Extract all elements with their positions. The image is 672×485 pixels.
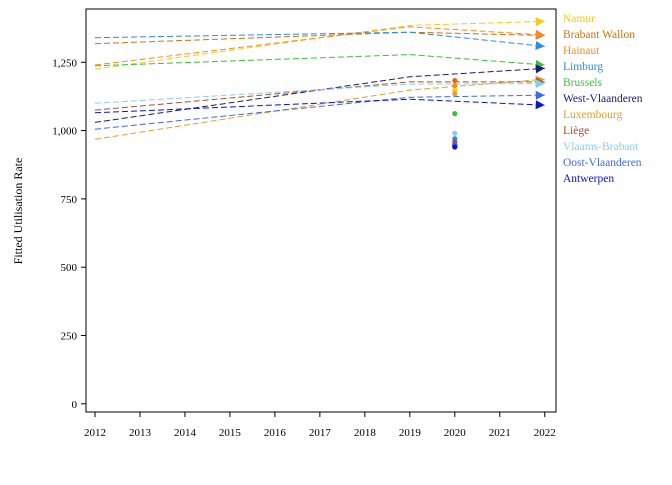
- y-axis: 0 250 500 750 1,000 1,250: [52, 57, 86, 411]
- x-tick-label-2019: 2019: [399, 427, 422, 439]
- y-axis-title: Fitted Utilisation Rate: [11, 158, 25, 265]
- point-2020-antwerpen: [452, 144, 458, 150]
- point-2020-vlaams-brabant: [452, 130, 458, 136]
- series-arrow-west-vlaanderen: [535, 64, 545, 74]
- x-tick-label-2022: 2022: [534, 427, 556, 439]
- y-tick-label-1000: 1,000: [52, 126, 77, 138]
- legend: Namur Brabant Wallon Hainaut Limburg Brussel…: [563, 13, 643, 185]
- point-2020-brussels: [452, 111, 458, 117]
- series-points-2020: [452, 77, 458, 150]
- series-arrow-limburg: [535, 41, 545, 50]
- x-tick-label-2020: 2020: [444, 427, 467, 439]
- point-2020-hainaut: [452, 82, 458, 89]
- series-arrow-oost-vlaanderen: [535, 90, 545, 100]
- legend-entry-vlaams-brabant: Vlaams-Brabant: [563, 141, 639, 153]
- series-line-limburg: [94, 31, 545, 47]
- series-lines: [94, 17, 545, 140]
- legend-entry-antwerpen: Antwerpen: [563, 173, 614, 185]
- point-2020-namur: [452, 87, 458, 93]
- legend-entry-brussels: Brussels: [563, 77, 603, 89]
- y-tick-label-1250: 1,250: [52, 57, 77, 69]
- series-line-west-vlaanderen: [94, 67, 545, 123]
- legend-entry-luxembourg: Luxembourg: [563, 109, 622, 121]
- plot-frame: [85, 8, 557, 413]
- x-tick-label-2013: 2013: [129, 427, 152, 439]
- x-tick-label-2012: 2012: [84, 427, 106, 439]
- series-line-brussels: [94, 54, 545, 67]
- x-tick-label-2021: 2021: [489, 427, 511, 439]
- x-tick-label-2017: 2017: [309, 427, 332, 439]
- series-line-brabant-wallon: [94, 31, 545, 45]
- legend-entry-hainaut: Hainaut: [563, 45, 600, 57]
- point-2020-luxembourg: [452, 91, 458, 97]
- legend-entry-li-ge: Liège: [563, 125, 589, 137]
- series-line-namur: [94, 20, 545, 70]
- y-tick-label-750: 750: [61, 194, 78, 206]
- legend-entry-west-vlaanderen: West-Vlaanderen: [563, 93, 643, 105]
- y-tick-label-250: 250: [61, 330, 78, 342]
- legend-entry-limburg: Limburg: [563, 61, 603, 73]
- y-tick-label-500: 500: [61, 262, 78, 274]
- series-arrow-namur: [535, 17, 545, 27]
- x-axis: 2012 2013 2014 2015 2016 2017 2018 2019 2020 2021…: [84, 412, 556, 439]
- x-tick-label-2015: 2015: [219, 427, 242, 439]
- series-line-antwerpen: [94, 98, 545, 114]
- series-line-li-ge: [94, 81, 545, 111]
- series-line-hainaut: [94, 26, 545, 66]
- y-tick-label-0: 0: [72, 399, 78, 411]
- point-2020-brabant-wallon: [452, 77, 458, 84]
- legend-entry-namur: Namur: [563, 13, 595, 25]
- x-tick-label-2018: 2018: [354, 427, 377, 439]
- series-arrow-vlaams-brabant: [535, 79, 545, 89]
- x-tick-label-2014: 2014: [174, 427, 197, 439]
- series-arrow-hainaut: [535, 29, 545, 39]
- series-line-oost-vlaanderen: [94, 94, 545, 130]
- series-line-luxembourg: [94, 78, 545, 140]
- legend-entry-oost-vlaanderen: Oost-Vlaanderen: [563, 157, 642, 169]
- legend-entry-brabant-wallon: Brabant Wallon: [563, 29, 635, 41]
- series-arrow-antwerpen: [535, 100, 545, 110]
- x-tick-label-2016: 2016: [264, 427, 287, 439]
- series-line-vlaams-brabant: [94, 83, 545, 104]
